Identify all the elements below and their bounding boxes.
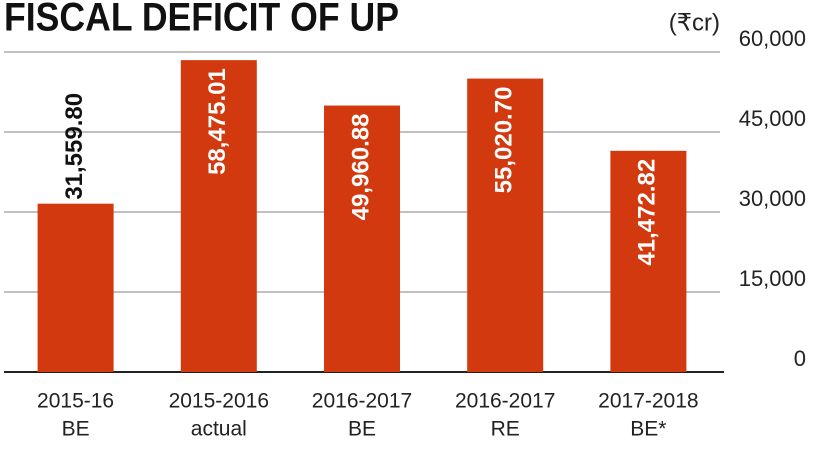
bar bbox=[37, 203, 114, 372]
bar bbox=[324, 105, 400, 372]
x-tick-sublabel: actual bbox=[191, 418, 247, 441]
x-tick-label: 2015-2016 bbox=[169, 390, 269, 413]
x-tick-sublabel: BE* bbox=[630, 418, 666, 441]
y-tick-label: 60,000 bbox=[739, 26, 806, 51]
x-tick-label: 2015-16 bbox=[37, 390, 114, 413]
bar bbox=[180, 60, 257, 373]
y-tick-label: 45,000 bbox=[739, 106, 806, 131]
x-tick-sublabel: RE bbox=[491, 418, 520, 441]
value-label: 55,020.70 bbox=[491, 87, 518, 194]
value-label: 31,559.80 bbox=[61, 93, 88, 200]
x-tick-label: 2016-2017 bbox=[455, 390, 555, 413]
x-tick-label: 2016-2017 bbox=[312, 390, 412, 413]
x-tick-sublabel: BE bbox=[348, 418, 376, 441]
chart-title: FISCAL DEFICIT OF UP bbox=[4, 0, 399, 40]
x-tick-label: 2017-2018 bbox=[598, 390, 698, 413]
value-label: 58,475.01 bbox=[204, 68, 231, 175]
value-label: 41,472.82 bbox=[634, 159, 661, 266]
value-label: 49,960.88 bbox=[347, 114, 374, 221]
unit-label: (₹cr) bbox=[669, 9, 720, 36]
y-tick-label: 0 bbox=[794, 346, 806, 371]
bar bbox=[467, 78, 544, 372]
bar bbox=[610, 150, 687, 372]
y-tick-label: 30,000 bbox=[739, 186, 806, 211]
y-tick-label: 15,000 bbox=[739, 266, 806, 291]
x-tick-sublabel: BE bbox=[62, 418, 90, 441]
